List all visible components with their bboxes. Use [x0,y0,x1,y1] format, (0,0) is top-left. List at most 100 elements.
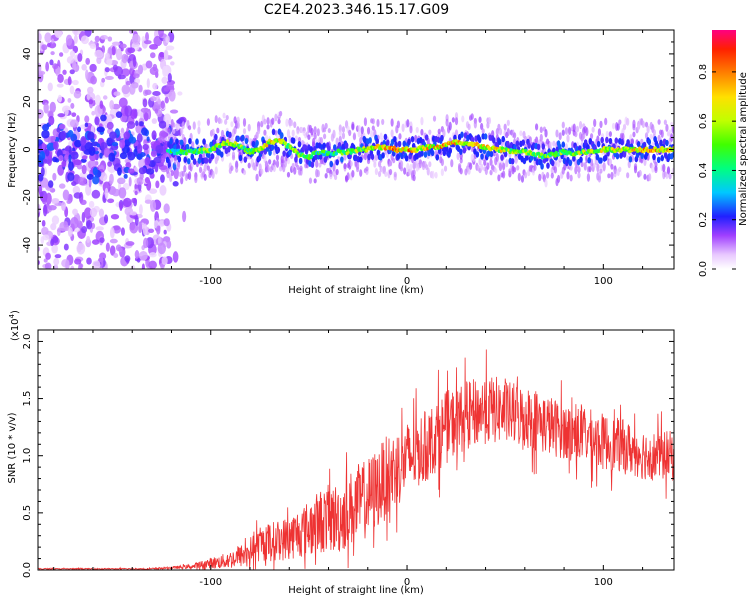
heatmap-noise-cell [38,246,41,252]
heatmap-noise-cell [149,44,159,50]
heatmap-noise-cell [49,101,56,113]
snr-series-line [38,349,674,570]
heatmap-noise-cell [57,73,64,83]
heatmap-noise-core-cell [108,152,116,162]
heatmap-noise-cell [103,214,109,224]
heatmap-band-cell [435,154,440,161]
heatmap-halo-cell [621,133,625,140]
heatmap-noise-cell [141,263,145,269]
heatmap-halo-cell [574,165,578,175]
heatmap-noise-cell [41,44,48,51]
heatmap-halo-cell [242,169,247,176]
heatmap-band-cell [291,137,296,144]
heatmap-noise-cell [88,99,94,105]
heatmap-band-cell [480,153,484,160]
heatmap-halo-cell [307,134,311,140]
heatmap-halo-cell [582,131,586,140]
bottom-x-tick-label: -100 [199,577,222,588]
heatmap-halo-cell [357,129,361,138]
colorbar-tick-label: 0.0 [698,261,709,277]
heatmap-noise-cell [105,242,110,252]
heatmap-halo-cell [293,166,297,175]
heatmap-noise-cell [38,30,41,34]
heatmap-halo-cell [651,164,655,173]
heatmap-noise-cell [129,211,137,216]
heatmap-halo-cell [376,119,380,128]
heatmap-noise-core-cell [136,133,143,143]
heatmap-noise-cell [143,112,149,122]
heatmap-halo-cell [165,119,170,129]
heatmap-halo-cell [489,158,493,166]
heatmap-noise-cell [52,63,59,70]
heatmap-halo-cell [371,125,375,131]
heatmap-noise-cell [63,243,69,251]
colorbar-label: Normalized spectral amplitude [738,72,749,226]
heatmap-ridge-cell [524,148,528,153]
heatmap-band-cell [202,138,206,145]
heatmap-halo-cell [333,174,338,181]
heatmap-halo-cell [470,113,474,120]
heatmap-ridge-cell [499,149,503,153]
heatmap-band-cell [179,139,184,146]
heatmap-noise-cell [148,260,157,269]
heatmap-halo-cell [272,164,276,172]
heatmap-halo-cell [569,174,573,182]
heatmap-halo-cell [533,164,537,171]
heatmap-band-cell [236,135,241,142]
heatmap-noise-cell [134,250,140,259]
heatmap-halo-cell [230,121,234,128]
heatmap-noise-cell [88,200,95,209]
heatmap-noise-cell [50,51,55,56]
heatmap-noise-cell [160,100,165,110]
heatmap-noise-cell [145,31,149,42]
heatmap-noise-cell [182,210,187,223]
heatmap-noise-cell [57,164,65,176]
bottom-x-tick-label: 0 [404,577,410,588]
heatmap-halo-cell [319,137,324,145]
heatmap-noise-cell [145,60,153,69]
heatmap-noise-cell [67,226,73,238]
heatmap-halo-cell [611,122,616,130]
heatmap-noise-cell [172,251,179,263]
heatmap-halo-cell [409,125,413,134]
heatmap-noise-core-cell [80,136,87,146]
heatmap-noise-core-cell [84,142,93,152]
heatmap-halo-cell [327,128,331,134]
heatmap-halo-cell [498,127,503,136]
bottom-y-tick-label: 1.0 [22,448,33,464]
heatmap-band-cell [462,147,467,154]
heatmap-halo-cell [363,117,368,127]
heatmap-noise-cell [164,96,169,104]
heatmap-noise-cell [91,239,100,245]
heatmap-halo-cell [483,159,487,166]
heatmap-noise-cell [163,87,170,92]
heatmap-noise-cell [56,83,64,88]
heatmap-noise-cell [80,35,89,45]
heatmap-noise-core-cell [123,173,128,179]
heatmap-noise-cell [45,61,50,72]
heatmap-noise-core-cell [47,180,54,188]
heatmap-noise-core-cell [42,158,48,164]
heatmap-noise-core-cell [139,121,144,127]
heatmap-halo-cell [219,118,223,124]
heatmap-halo-cell [564,127,569,135]
heatmap-halo-cell [418,159,422,169]
heatmap-noise-cell [74,258,82,265]
heatmap-noise-core-cell [135,120,139,127]
heatmap-noise-cell [45,252,51,260]
bottom-x-axis-label: Height of straight line (km) [288,585,424,596]
heatmap-halo-cell [271,117,275,125]
top-x-axis: -100 0 100 [53,30,644,287]
heatmap-noise-cell [49,59,54,66]
heatmap-halo-cell [668,173,672,180]
heatmap-noise-cell [149,66,159,76]
heatmap-band-cell [309,146,314,153]
heatmap-noise-cell [76,163,83,170]
heatmap-noise-cell [102,95,108,100]
heatmap-band-cell [397,140,402,148]
heatmap-band-cell [198,153,203,161]
heatmap-halo-cell [255,173,259,182]
heatmap-band-cell [386,139,390,146]
heatmap-noise-cell [113,252,119,259]
heatmap-band-cell [430,149,435,157]
